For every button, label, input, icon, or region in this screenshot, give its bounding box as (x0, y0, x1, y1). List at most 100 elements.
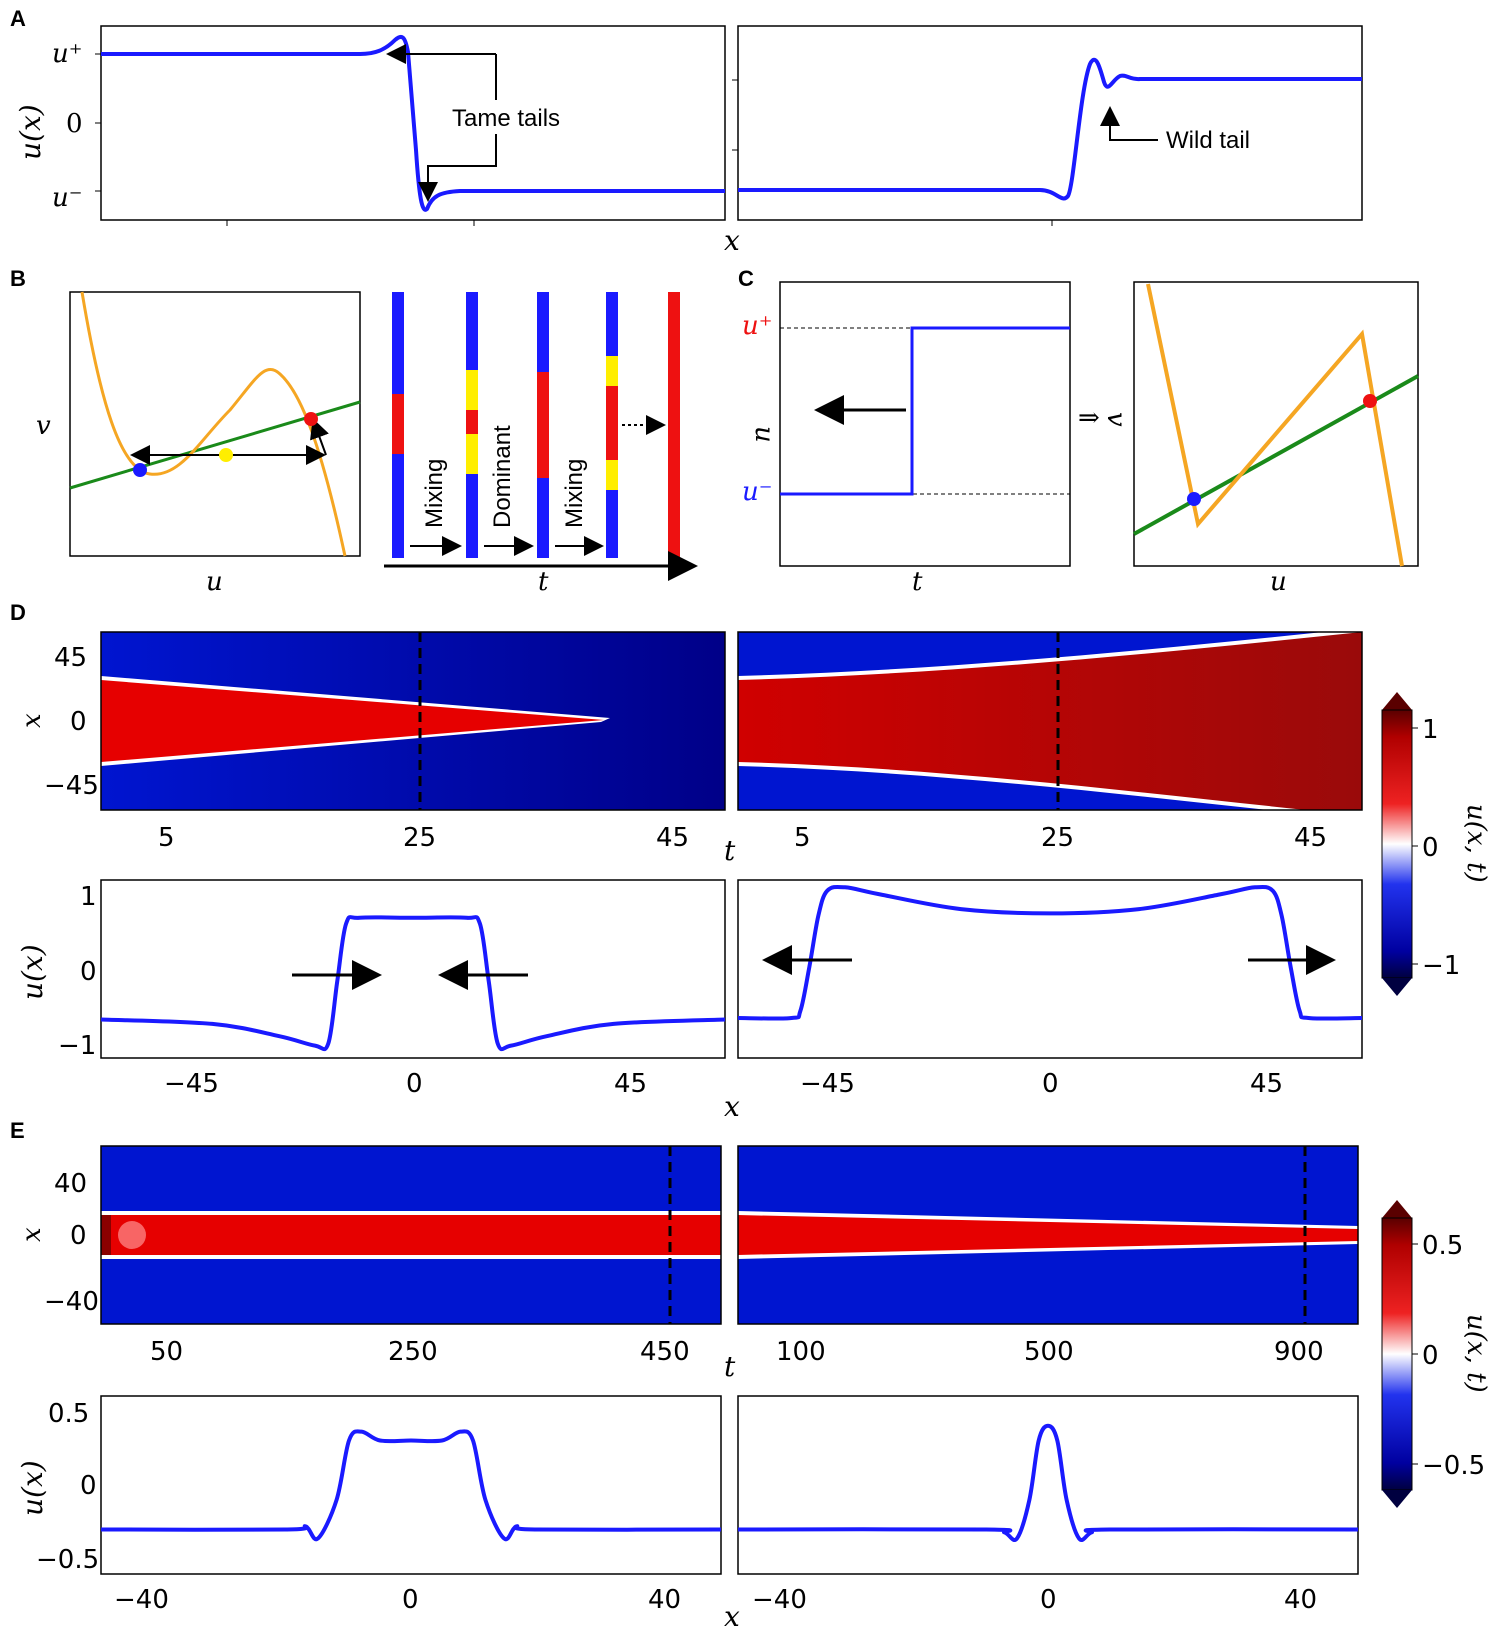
e-colorbar: 0.5 0 −0.5 u(x, t) (1381, 1200, 1491, 1508)
d-line-ytick-m1: −1 (58, 1031, 96, 1061)
d-l-xtick-45: 45 (656, 823, 689, 853)
b-ylabel: v (36, 411, 51, 441)
e-line-l-xtick-m40: −40 (114, 1585, 169, 1615)
d-cbar-tick-1: 1 (1422, 715, 1439, 745)
e-line-r-xtick-m40: −40 (752, 1585, 807, 1615)
b-stage-mixing-1: Mixing (421, 459, 448, 528)
e-line-xlabel: x (724, 1600, 740, 1628)
bar-4 (606, 292, 618, 356)
d-heat-xlabel: t (724, 834, 736, 867)
e-line-left-curve (100, 1429, 722, 1542)
e-heat-right (737, 1145, 1359, 1325)
d-cbar-tick-m1: −1 (1422, 951, 1460, 981)
d-line-ytick-1: 1 (80, 882, 97, 912)
a-ytick-uplus: u⁺ (52, 39, 82, 69)
panel-letter-c: C (738, 266, 754, 291)
a-left-curve (101, 34, 725, 212)
b-stage-dominant: Dominant (489, 425, 516, 528)
d-cbar-tick-0: 0 (1422, 833, 1439, 863)
d-heat-left (100, 631, 726, 811)
c-ylabel: u (749, 426, 779, 443)
c-step-curve (780, 326, 1070, 496)
bar-2 (466, 292, 478, 370)
c-phase-ylabel: v (1101, 412, 1131, 427)
b-unstable-point (219, 448, 233, 462)
bar-1-top (392, 292, 404, 394)
e-r-xtick-500: 500 (1024, 1337, 1074, 1367)
e-heat-ylabel: x (17, 1227, 47, 1242)
d-line-left: 1 0 −1 u(x) −45 0 45 (16, 879, 726, 1099)
e-ytick-0: 0 (70, 1221, 87, 1251)
d-cbar-label: u(x, t) (1461, 804, 1491, 883)
e-cbar-tick-0: 0 (1422, 1341, 1439, 1371)
e-cbar-tick-m05: −0.5 (1422, 1451, 1485, 1481)
d-line-xlabel: x (724, 1090, 740, 1123)
d-heat-ylabel: x (17, 713, 47, 728)
e-line-ylabel: u(x) (16, 1460, 49, 1516)
d-l-xtick-5: 5 (158, 823, 175, 853)
e-line-l-xtick-40: 40 (648, 1585, 681, 1615)
panel-c-step: u⁺ u⁻ u t (742, 281, 1071, 597)
a-right-curve (738, 57, 1362, 201)
c-ytick-uminus: u⁻ (742, 477, 772, 507)
d-line-l-xtick-m45: −45 (164, 1069, 219, 1099)
b-xlabel: u (206, 567, 223, 597)
e-heat-axes: 40 0 −40 x 50 250 450 100 500 900 t (17, 1169, 1324, 1383)
c-phase-xlabel: u (1270, 567, 1287, 597)
b-bars-xlabel: t (538, 567, 549, 597)
a-ytick-zero: 0 (66, 109, 83, 139)
b-stage-mixing-2: Mixing (561, 459, 588, 528)
e-cbar-tick-05: 0.5 (1422, 1231, 1463, 1261)
e-heat-left (100, 1145, 722, 1325)
panel-letter-d: D (10, 600, 26, 625)
d-heat-axes: 45 0 −45 x 5 25 45 5 25 45 t (17, 643, 1327, 867)
panel-b-bars: Mixing Dominant Mixing t (384, 292, 698, 597)
d-r-xtick-25: 25 (1041, 823, 1074, 853)
c-xlabel: t (912, 567, 923, 597)
bar-3 (537, 292, 549, 372)
e-line-ytick-05: 0.5 (48, 1399, 89, 1429)
d-l-xtick-25: 25 (403, 823, 436, 853)
d-line-r-xtick-45: 45 (1250, 1069, 1283, 1099)
d-line-r-xtick-m45: −45 (800, 1069, 855, 1099)
c-stable-high-point (1363, 394, 1377, 408)
panel-letter-b: B (10, 266, 26, 291)
e-l-xtick-250: 250 (388, 1337, 438, 1367)
a-ylabel: u(x) (14, 104, 47, 160)
e-heat-xlabel: t (724, 1350, 736, 1383)
d-ytick-m45: −45 (44, 771, 99, 801)
e-l-xtick-50: 50 (150, 1337, 183, 1367)
d-line-r-xtick-0: 0 (1042, 1069, 1059, 1099)
e-l-xtick-450: 450 (640, 1337, 690, 1367)
c-piecewise-nullcline (1146, 283, 1404, 567)
e-line-l-xtick-0: 0 (402, 1585, 419, 1615)
e-r-xtick-100: 100 (776, 1337, 826, 1367)
e-cbar-label: u(x, t) (1461, 1314, 1491, 1393)
panel-letter-a: A (10, 6, 26, 31)
a-xlabel: x (724, 224, 740, 257)
d-line-ylabel: u(x) (16, 944, 49, 1000)
d-line-ytick-0: 0 (80, 957, 97, 987)
c-implies-arrow: ⇒ (1078, 403, 1100, 433)
wild-tail-label: Wild tail (1166, 127, 1250, 154)
e-r-xtick-900: 900 (1274, 1337, 1324, 1367)
d-line-right-curve (737, 884, 1363, 1021)
a-ytick-uminus: u⁻ (52, 183, 82, 213)
e-line-right: −40 0 40 (737, 1395, 1359, 1615)
e-line-left: 0.5 0 −0.5 u(x) −40 0 40 (16, 1395, 722, 1615)
d-colorbar: 1 0 −1 u(x, t) (1381, 692, 1491, 996)
d-ytick-0: 0 (70, 707, 87, 737)
e-line-r-xtick-0: 0 (1040, 1585, 1057, 1615)
d-r-xtick-45: 45 (1294, 823, 1327, 853)
e-line-r-xtick-40: 40 (1284, 1585, 1317, 1615)
e-line-ytick-0: 0 (80, 1471, 97, 1501)
d-ytick-45: 45 (54, 643, 87, 673)
panel-a-left: Tame tails u⁺ 0 u⁻ u(x) (14, 25, 726, 226)
e-line-right-curve (737, 1423, 1359, 1542)
panel-b-phase: u v (36, 291, 361, 597)
d-line-l-xtick-0: 0 (406, 1069, 423, 1099)
d-r-xtick-5: 5 (794, 823, 811, 853)
d-line-right: −45 0 45 (737, 879, 1363, 1099)
b-stable-low-point (133, 463, 147, 477)
